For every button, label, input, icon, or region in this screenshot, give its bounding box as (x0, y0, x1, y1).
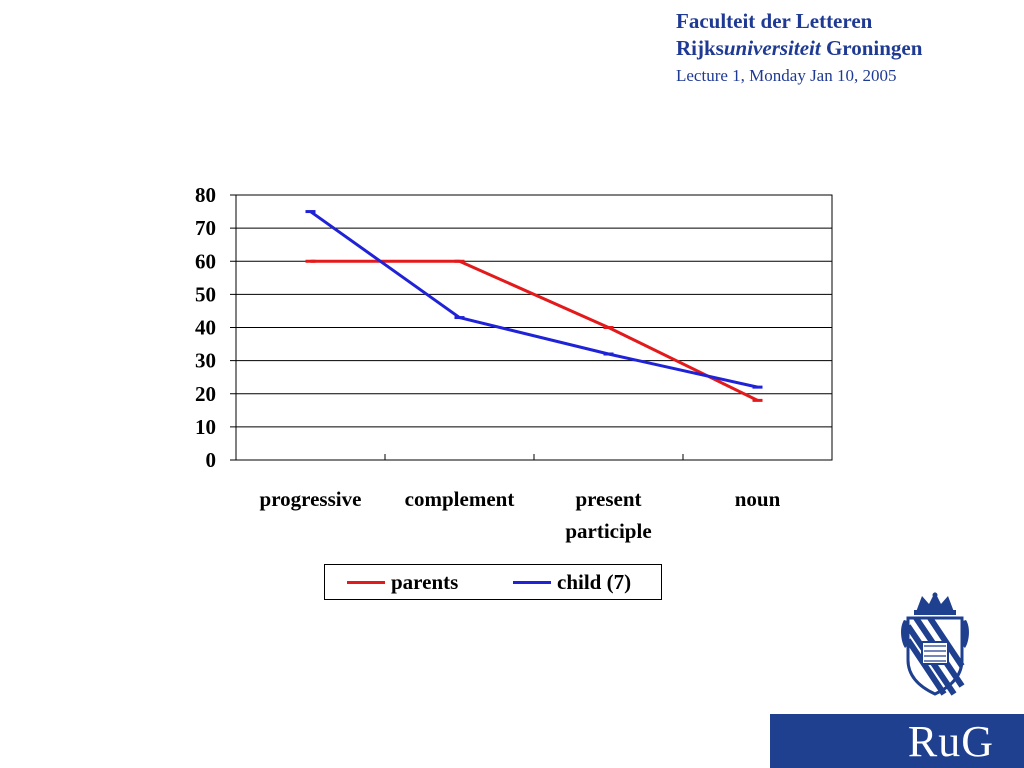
y-tick-label: 50 (195, 282, 216, 306)
y-tick-label: 60 (195, 249, 216, 273)
y-tick-label: 40 (195, 316, 216, 340)
university-crest-icon (901, 592, 969, 696)
x-tick-label: progressive (260, 487, 362, 511)
x-tick-label: noun (735, 487, 781, 511)
legend-label-parents: parents (391, 569, 459, 594)
y-tick-label: 20 (195, 382, 216, 406)
lecture-subtitle: Lecture 1, Monday Jan 10, 2005 (676, 66, 897, 85)
university-prefix: Rijks (676, 36, 724, 60)
series-line-child (309, 210, 758, 389)
legend-item-parents: parents (347, 565, 458, 599)
legend-item-child: child (7) (513, 565, 631, 599)
legend-swatch-child (513, 580, 551, 584)
series-line-parents (310, 259, 759, 402)
x-tick-label: complement (405, 487, 515, 511)
faculty-title: Faculteit der Letteren (676, 9, 873, 33)
rug-logo: RuG (770, 714, 1024, 768)
university-italic: universiteit (723, 36, 821, 60)
y-tick-label: 80 (195, 183, 216, 207)
y-tick-label: 0 (206, 448, 217, 472)
university-title: Rijksuniversiteit Groningen (676, 35, 1016, 62)
slide-header: Faculteit der Letteren Rijksuniversiteit… (676, 8, 1016, 89)
legend-swatch-parents (347, 580, 385, 584)
x-tick-label: present participle (565, 487, 651, 543)
chart-legend: parents child (7) (324, 564, 662, 600)
rug-logo-text: RuG (907, 716, 994, 766)
y-tick-label: 10 (195, 415, 216, 439)
legend-label-child: child (7) (557, 569, 632, 594)
university-suffix: Groningen (820, 36, 923, 60)
y-tick-label: 70 (195, 216, 216, 240)
y-tick-label: 30 (195, 349, 216, 373)
